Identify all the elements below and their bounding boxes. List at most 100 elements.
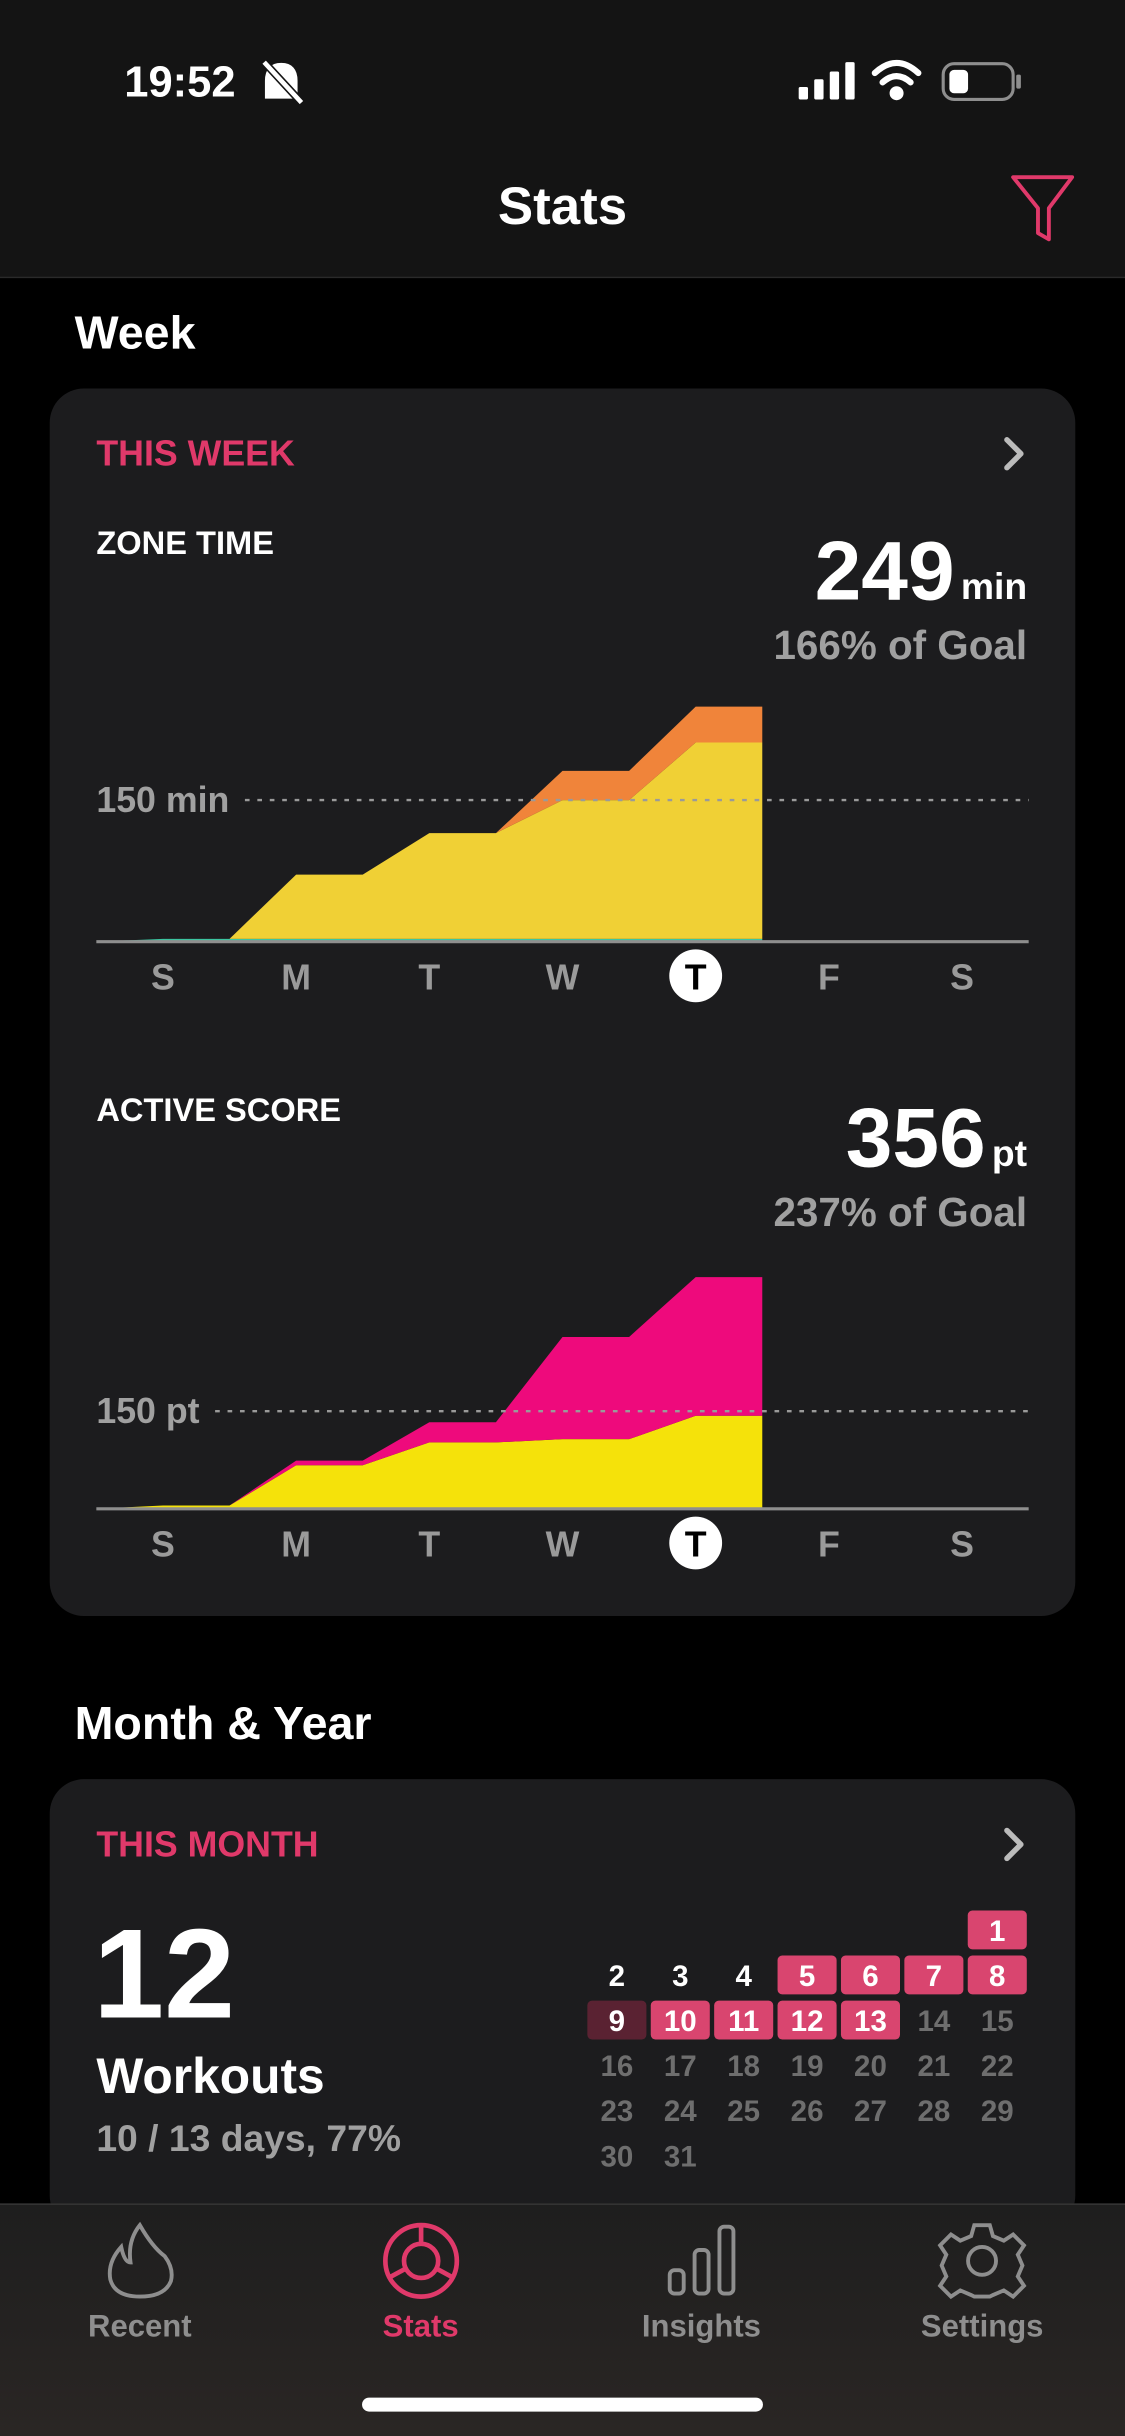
- section-heading: Month & Year: [75, 1697, 372, 1749]
- calendar-day: 20: [854, 2050, 887, 2083]
- tab-label[interactable]: Stats: [383, 2309, 459, 2344]
- calendar-day: 23: [600, 2095, 633, 2128]
- day-cell: [967, 1910, 1027, 1950]
- calendar-day: 9: [609, 2005, 625, 2038]
- week-card[interactable]: [49, 388, 1076, 1617]
- wifi-icon: [871, 59, 922, 101]
- goal-percent: 166% of Goal: [773, 622, 1027, 668]
- day-label: S: [151, 957, 175, 997]
- month-card[interactable]: [49, 1779, 1076, 2230]
- calendar-day: 5: [799, 1960, 815, 1993]
- tab-label[interactable]: Insights: [642, 2309, 761, 2344]
- calendar-day: 11: [728, 2005, 759, 2038]
- workout-count: 12: [93, 1902, 235, 2044]
- calendar-day: 14: [917, 2005, 950, 2038]
- day-label: S: [151, 1525, 175, 1565]
- recent-icon[interactable]: [107, 2221, 174, 2299]
- metric-unit: min: [961, 565, 1027, 607]
- day-label: S: [950, 957, 974, 997]
- chevron[interactable]: [1004, 1827, 1024, 1862]
- tab-label[interactable]: Settings: [921, 2309, 1044, 2344]
- insights-icon[interactable]: [667, 2224, 736, 2296]
- day-label: W: [546, 957, 580, 997]
- calendar-day: 7: [926, 1960, 942, 1993]
- goal-label: 150 min: [96, 780, 229, 820]
- calendar-day: 31: [664, 2140, 697, 2173]
- filter-button[interactable]: [1011, 175, 1075, 242]
- home-indicator: [362, 2397, 763, 2412]
- calendar-day: 29: [981, 2095, 1014, 2128]
- day-label: S: [950, 1525, 974, 1565]
- tab-label[interactable]: Recent: [88, 2309, 192, 2344]
- card-label: THIS MONTH: [96, 1824, 318, 1864]
- day-label: T: [418, 957, 440, 997]
- day-label: F: [818, 1525, 840, 1565]
- calendar-day: 13: [854, 2005, 887, 2038]
- calendar-day: 1: [989, 1915, 1005, 1948]
- today-marker: [669, 949, 723, 1003]
- day-cell: [777, 2000, 837, 2040]
- day-cell: [777, 1955, 837, 1995]
- area: [96, 742, 763, 942]
- calendar-day: 3: [672, 1960, 688, 1993]
- calendar-day: 28: [917, 2095, 950, 2128]
- day-label: F: [818, 957, 840, 997]
- calendar-day: 22: [981, 2050, 1014, 2083]
- calendar-day: 6: [862, 1960, 878, 1993]
- day-label: T: [685, 1525, 707, 1565]
- metric-title: ZONE TIME: [96, 524, 274, 561]
- calendar-day: 10: [664, 2005, 697, 2038]
- day-cell: [840, 2000, 900, 2040]
- calendar-day: 24: [664, 2095, 697, 2128]
- area: [96, 1415, 763, 1509]
- calendar-day: 21: [917, 2050, 950, 2083]
- goal-label: 150 pt: [96, 1391, 199, 1431]
- day-label: M: [281, 957, 311, 997]
- workout-label: Workouts: [96, 2048, 324, 2104]
- metric-unit: pt: [992, 1132, 1027, 1174]
- screen-title: Stats: [498, 177, 627, 236]
- calendar-day: 4: [735, 1960, 752, 1993]
- metric-total: 356: [846, 1090, 986, 1184]
- section-heading: Week: [75, 307, 196, 359]
- stats-icon[interactable]: [383, 2222, 460, 2299]
- metric-total: 249: [815, 523, 955, 617]
- workout-summary: 10 / 13 days, 77%: [96, 2117, 401, 2159]
- goal-percent: 237% of Goal: [773, 1189, 1027, 1235]
- day-cell: [587, 2000, 647, 2040]
- bell-slash-icon: [261, 59, 305, 106]
- card-label: THIS WEEK: [96, 434, 295, 474]
- day-cell: [714, 2000, 774, 2040]
- clock: 19:52: [124, 58, 235, 106]
- day-cell: [650, 2000, 710, 2040]
- calendar-day: 19: [791, 2050, 824, 2083]
- day-label: W: [546, 1525, 580, 1565]
- calendar-day: 25: [727, 2095, 760, 2128]
- calendar-day: 8: [989, 1960, 1005, 1993]
- metric-title: ACTIVE SCORE: [96, 1091, 341, 1128]
- battery-icon: [941, 62, 1021, 102]
- tab-bar: [0, 2203, 1125, 2436]
- area: [96, 1277, 763, 1509]
- calendar-day: 17: [664, 2050, 697, 2083]
- area: [96, 706, 763, 942]
- calendar-day: 27: [854, 2095, 887, 2128]
- calendar-day: 15: [981, 2005, 1014, 2038]
- settings-icon[interactable]: [937, 2223, 1027, 2300]
- calendar-day: 30: [600, 2140, 633, 2173]
- calendar-day: 16: [600, 2050, 633, 2083]
- calendar-day: 2: [609, 1960, 625, 1993]
- day-cell: [904, 1955, 964, 1995]
- calendar-day: 26: [791, 2095, 824, 2128]
- top-bar: [0, 0, 1125, 277]
- day-label: T: [685, 957, 707, 997]
- chevron[interactable]: [1004, 437, 1024, 471]
- day-cell: [967, 1955, 1027, 1995]
- signal-icon: [798, 62, 855, 100]
- day-cell: [840, 1955, 900, 1995]
- today-marker: [669, 1516, 723, 1570]
- calendar-day: 12: [791, 2005, 824, 2038]
